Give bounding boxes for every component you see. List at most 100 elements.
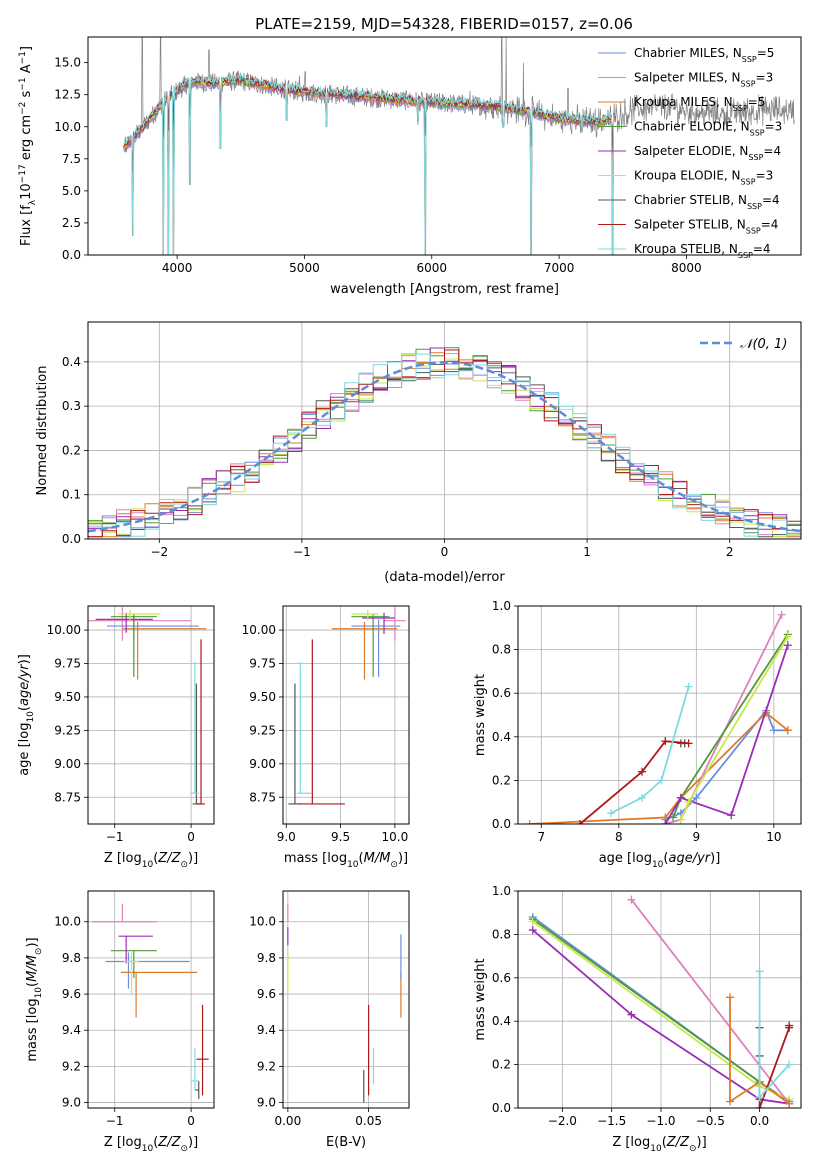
axes-frame [87,321,802,540]
histogram-step [88,353,801,537]
x-tick-label: 2 [726,545,734,559]
panel-age_vs_mass: 9.0 9.5 10.0 8.75 9.00 9.25 9.50 9.75 10.00 mass … [242,605,410,870]
axes-frame [87,605,215,825]
x-tick-label: −2 [150,545,168,559]
data-point-marker [785,1099,794,1108]
axes-frame [282,605,410,825]
y-tick-label: 1.0 [492,884,511,898]
y-tick-label: 7.5 [62,152,81,166]
x-axis-label: mass [log10(M/M⊙)] [284,851,408,870]
data-point-marker [576,820,585,824]
legend-label: Salpeter STELIB, NSSP=4 [634,218,778,236]
x-tick-label: 0.0 [750,1114,769,1128]
data-point-marker [627,1010,636,1019]
data-point-marker [755,1093,764,1102]
x-tick-label: 7000 [544,261,575,275]
plot-area [525,610,792,824]
data-point-marker [755,1104,764,1108]
plot-area [288,607,406,805]
data-point-marker [528,926,537,935]
axes-frame [517,605,802,825]
y-tick-label: 9.8 [257,951,276,965]
plot-area [88,607,207,805]
y-tick-label: 10.0 [54,915,81,929]
x-tick-label: 10.0 [382,830,409,844]
y-tick-label: 0.0 [62,248,81,262]
y-axis-label: mass [log10(M/M⊙)] [25,937,44,1061]
y-tick-label: 0.2 [62,443,81,457]
y-tick-label: 0.6 [492,971,511,985]
y-tick-label: 0.3 [62,399,81,413]
y-axis-label: mass weight [473,674,488,756]
data-point-marker [684,739,693,748]
data-point-marker [726,993,735,1002]
y-tick-label: 10.00 [47,623,81,637]
data-point-marker [727,811,736,820]
plot-area [91,903,209,1099]
y-tick-label: 9.50 [249,690,276,704]
y-axis-label: mass weight [473,958,488,1040]
x-axis-label: E(B-V) [326,1135,366,1150]
y-tick-label: 1.0 [492,599,511,613]
panel-age_vs_Z: −1 0 8.75 9.00 9.25 9.50 9.75 10.00 Z [log10(Z/Z… [17,605,215,870]
data-point-marker [676,793,685,802]
series-line [630,899,790,1105]
x-tick-label: −1 [106,830,124,844]
y-tick-label: 0.4 [492,1014,511,1028]
data-point-marker [638,767,647,776]
x-tick-label: −1 [106,1114,124,1128]
series-line [532,929,790,1105]
y-tick-label: 9.4 [257,1023,276,1037]
y-axis-label: age [log10(age/yr)] [17,654,36,776]
series-line [672,633,789,818]
model-spectrum-line [123,75,615,172]
data-point-marker [661,737,670,746]
legend-label: Chabrier STELIB, NSSP=4 [634,193,780,211]
y-tick-label: 0.4 [62,355,81,369]
data-point-marker [783,726,792,735]
data-point-marker [785,1021,794,1030]
y-tick-label: 8.75 [54,790,81,804]
y-tick-label: 0.8 [492,927,511,941]
plot-area [287,903,402,1103]
data-point-marker [607,809,616,818]
series-line [758,971,790,1100]
data-point-marker [525,820,534,824]
x-axis-label: Z [log10(Z/Z⊙)] [104,851,198,870]
model-spectrum-line [123,76,615,255]
plot-area [88,347,801,538]
plot-area [123,37,795,255]
series-line [610,686,690,814]
x-tick-label: 0 [187,830,195,844]
x-tick-label: 9 [693,830,701,844]
y-tick-label: 5.0 [62,184,81,198]
data-point-marker [638,793,647,802]
y-tick-label: 10.00 [242,623,276,637]
series-line [664,644,789,824]
y-tick-label: 9.75 [54,657,81,671]
legend-label: Chabrier MILES, NSSP=5 [634,46,774,64]
series-line [579,740,689,824]
data-point-marker [684,682,693,691]
data-point-marker [661,820,670,824]
x-tick-label: 9.0 [277,830,296,844]
x-tick-label: 5000 [289,261,320,275]
data-point-marker [528,917,537,926]
y-tick-label: 0.0 [62,532,81,546]
model-spectrum-line [123,73,615,255]
x-tick-label: 4000 [162,261,193,275]
series-line [529,711,789,824]
x-tick-label: 0 [187,1114,195,1128]
y-tick-label: 2.5 [62,216,81,230]
model-spectrum-line [123,74,615,255]
data-point-marker [676,815,685,824]
axes-frame [87,890,215,1109]
y-tick-label: 0.0 [492,1101,511,1115]
x-axis-label: age [log10(age/yr)] [599,851,721,870]
panel-residuals: −2 −1 0 1 2 0.0 0.1 0.2 0.3 0.4 (data-model)/error… [35,321,802,585]
panel-mass_weight_vs_age: 7 8 9 10 0.0 0.2 0.4 0.6 0.8 1.0 age [log10(age/yr… [473,599,802,870]
y-tick-label: 0.1 [62,488,81,502]
data-point-marker [755,967,764,976]
x-tick-label: 0.05 [355,1114,382,1128]
y-tick-label: 0.4 [492,730,511,744]
